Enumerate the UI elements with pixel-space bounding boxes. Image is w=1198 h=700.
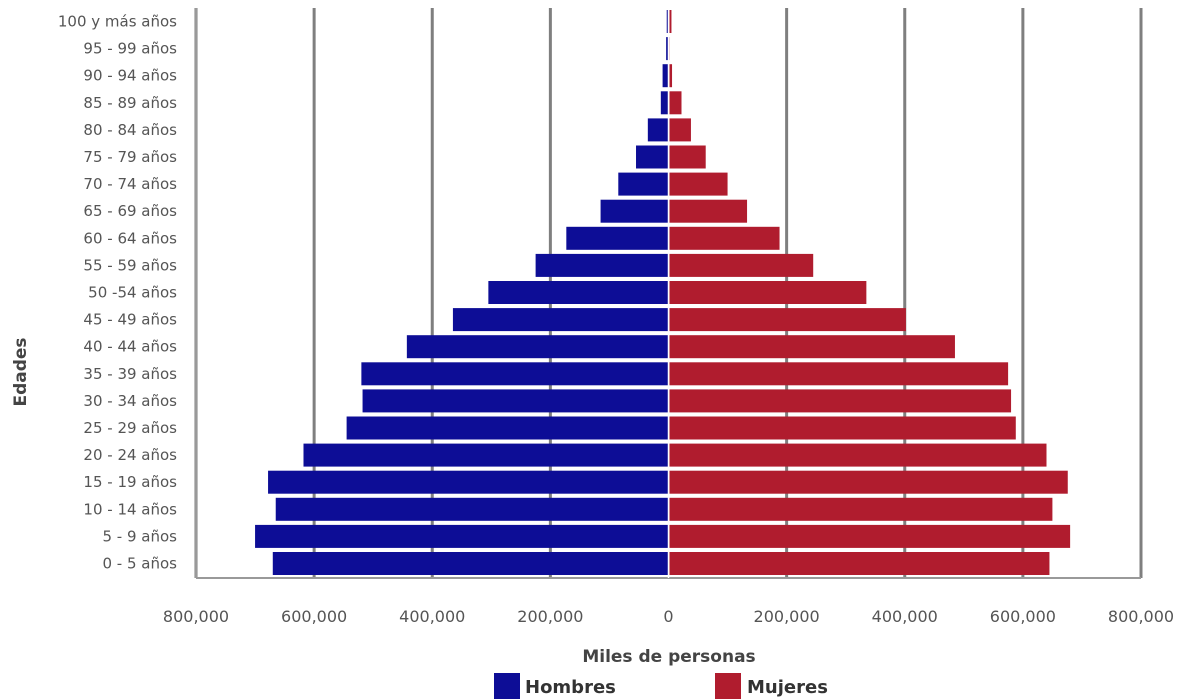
bar-hombres-19 xyxy=(666,37,669,61)
category-label-11: 55 - 59 años xyxy=(83,256,177,274)
bar-hombres-1 xyxy=(255,524,669,548)
category-label-5: 25 - 29 años xyxy=(83,419,177,437)
legend-label-mujeres: Mujeres xyxy=(747,677,828,698)
bar-hombres-9 xyxy=(452,308,669,332)
category-label-16: 80 - 84 años xyxy=(83,121,177,139)
category-label-6: 30 - 34 años xyxy=(83,392,177,410)
category-label-7: 35 - 39 años xyxy=(83,365,177,383)
bar-mujeres-10 xyxy=(669,281,867,304)
bar-hombres-10 xyxy=(488,281,669,304)
x-tick-label-3: 200,000 xyxy=(517,607,583,626)
category-label-3: 15 - 19 años xyxy=(83,473,177,491)
category-label-2: 10 - 14 años xyxy=(83,500,177,518)
category-label-13: 65 - 69 años xyxy=(83,202,177,220)
bar-hombres-2 xyxy=(275,497,669,521)
x-tick-label-7: 600,000 xyxy=(990,607,1056,626)
bar-hombres-8 xyxy=(406,335,669,359)
category-label-12: 60 - 64 años xyxy=(83,229,177,247)
bar-mujeres-11 xyxy=(669,253,814,277)
bar-mujeres-17 xyxy=(669,91,682,115)
x-tick-label-8: 800,000 xyxy=(1108,607,1174,626)
x-tick-label-0: 800,000 xyxy=(163,607,229,626)
x-tick-label-4: 0 xyxy=(663,607,673,626)
axes xyxy=(195,8,1141,579)
bar-mujeres-9 xyxy=(669,308,906,332)
bar-mujeres-2 xyxy=(669,497,1053,521)
bar-hombres-7 xyxy=(361,362,669,386)
bar-hombres-18 xyxy=(662,64,669,88)
bar-mujeres-6 xyxy=(669,389,1012,413)
category-label-4: 20 - 24 años xyxy=(83,446,177,464)
bar-mujeres-1 xyxy=(669,524,1071,548)
bar-mujeres-4 xyxy=(669,443,1047,467)
bar-mujeres-7 xyxy=(669,362,1009,386)
bar-hombres-20 xyxy=(666,10,669,33)
bar-mujeres-16 xyxy=(669,118,691,142)
legend-swatch-hombres xyxy=(494,673,520,699)
bar-mujeres-20 xyxy=(669,10,672,33)
bars xyxy=(255,10,1071,575)
bar-hombres-15 xyxy=(636,145,669,169)
bar-hombres-13 xyxy=(600,199,669,223)
bar-hombres-6 xyxy=(362,389,669,413)
bar-mujeres-3 xyxy=(669,470,1068,494)
bar-mujeres-5 xyxy=(669,416,1016,440)
category-label-8: 40 - 44 años xyxy=(83,338,177,356)
category-label-0: 0 - 5 años xyxy=(103,555,178,573)
bar-mujeres-8 xyxy=(669,335,955,359)
bar-hombres-0 xyxy=(272,552,669,575)
bar-mujeres-0 xyxy=(669,552,1050,575)
bar-hombres-4 xyxy=(303,443,669,467)
bar-hombres-3 xyxy=(268,470,669,494)
bar-hombres-5 xyxy=(346,416,669,440)
category-label-1: 5 - 9 años xyxy=(103,527,178,545)
bar-mujeres-15 xyxy=(669,145,706,169)
bar-hombres-11 xyxy=(535,253,669,277)
tick-labels: 800,000 600,000 400,000 200,000 0 200,000 400,… xyxy=(163,607,1174,626)
bar-hombres-17 xyxy=(660,91,669,115)
bar-mujeres-13 xyxy=(669,199,748,223)
bar-mujeres-14 xyxy=(669,172,728,196)
x-axis-title: Miles de personas xyxy=(582,647,755,667)
bar-hombres-12 xyxy=(566,226,669,250)
legend: Hombres Mujeres xyxy=(494,673,828,699)
bar-mujeres-12 xyxy=(669,226,780,250)
x-tick-label-5: 200,000 xyxy=(754,607,820,626)
legend-label-hombres: Hombres xyxy=(525,677,616,698)
bar-hombres-14 xyxy=(618,172,669,196)
x-tick-label-6: 400,000 xyxy=(872,607,938,626)
bar-mujeres-18 xyxy=(669,64,673,88)
category-label-14: 70 - 74 años xyxy=(83,175,177,193)
category-label-20: 100 y más años xyxy=(58,13,177,31)
category-label-15: 75 - 79 años xyxy=(83,148,177,166)
y-axis-title: Edades xyxy=(11,337,31,406)
category-label-10: 50 -54 años xyxy=(88,284,177,302)
category-label-18: 90 - 94 años xyxy=(83,67,177,85)
category-labels: 0 - 5 años 5 - 9 años 10 - 14 años 15 - 19 … xyxy=(58,13,177,573)
bar-hombres-16 xyxy=(647,118,669,142)
category-label-17: 85 - 89 años xyxy=(83,94,177,112)
x-tick-label-1: 600,000 xyxy=(281,607,347,626)
x-tick-label-2: 400,000 xyxy=(399,607,465,626)
category-label-9: 45 - 49 años xyxy=(83,311,177,329)
legend-swatch-mujeres xyxy=(715,673,741,699)
category-label-19: 95 - 99 años xyxy=(83,40,177,58)
